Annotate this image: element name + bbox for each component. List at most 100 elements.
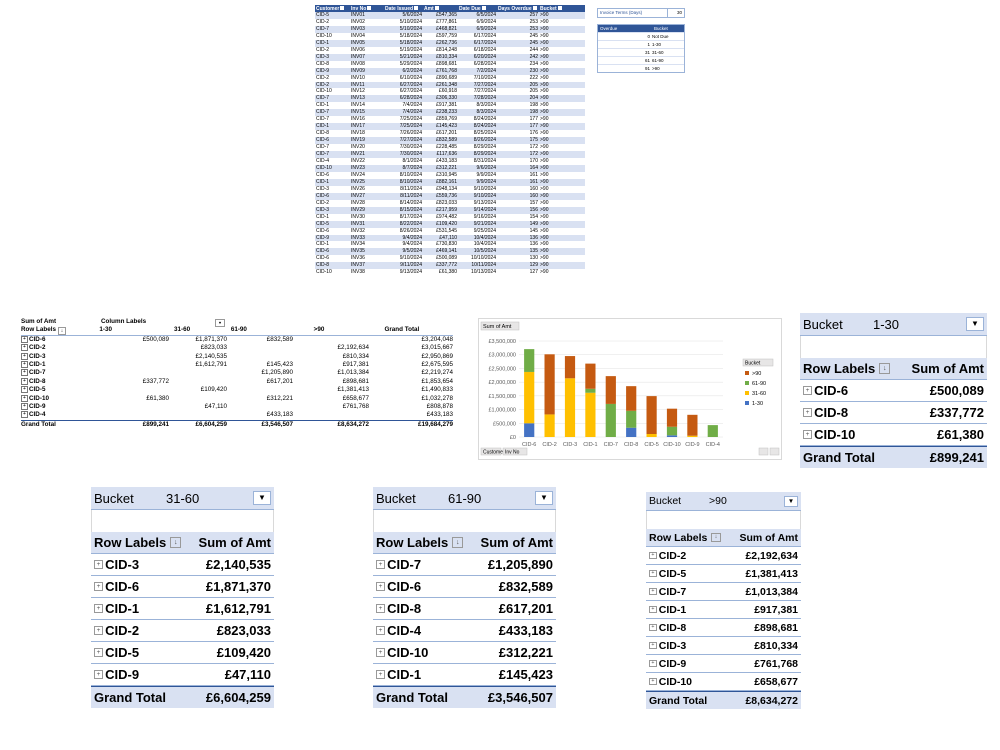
- pivot-row-label[interactable]: + CID-2: [94, 623, 217, 638]
- pivot-value-cell[interactable]: [169, 411, 227, 419]
- table-cell[interactable]: INV19: [350, 137, 384, 145]
- table-cell[interactable]: INV29: [350, 206, 384, 214]
- bar-segment->90[interactable]: [626, 386, 637, 411]
- table-cell[interactable]: CID-2: [316, 199, 330, 206]
- bar-segment-61-90[interactable]: [707, 425, 718, 437]
- column-header[interactable]: Days Overdue: [497, 5, 539, 12]
- expand-icon[interactable]: +: [649, 587, 657, 596]
- filter-funnel-icon[interactable]: ▼: [784, 495, 798, 507]
- pivot-value-cell[interactable]: £823,033: [200, 344, 227, 352]
- table-cell[interactable]: 5/19/2024: [399, 46, 422, 53]
- pivot-row-label[interactable]: + CID-1: [376, 667, 499, 682]
- pivot-value-cell[interactable]: £761,768: [342, 402, 369, 410]
- table-cell[interactable]: INV18: [351, 130, 365, 137]
- table-cell[interactable]: 176: [529, 130, 538, 137]
- table-cell[interactable]: CID-2: [316, 74, 330, 81]
- table-cell[interactable]: CID-3: [315, 53, 350, 61]
- lookup-overdue-cell[interactable]: 0: [647, 34, 650, 39]
- filter-dropdown-icon[interactable]: [434, 6, 439, 11]
- table-cell[interactable]: £890,689: [436, 74, 457, 81]
- expand-icon[interactable]: +: [21, 369, 28, 377]
- amount-value[interactable]: £1,381,413: [745, 567, 798, 580]
- bar-segment-31-60[interactable]: [646, 433, 657, 437]
- table-cell[interactable]: >90: [539, 248, 585, 256]
- bar-segment->90[interactable]: [544, 354, 555, 415]
- pivot-value-cell[interactable]: £808,878: [426, 402, 453, 410]
- table-cell[interactable]: CID-1: [316, 213, 330, 220]
- table-cell[interactable]: INV07: [350, 53, 384, 61]
- expand-icon[interactable]: +: [376, 669, 386, 680]
- filter-dropdown-icon[interactable]: [367, 6, 372, 11]
- table-cell[interactable]: CID-8: [316, 60, 330, 67]
- table-cell[interactable]: CID-7: [315, 109, 350, 117]
- pivot-value-cell[interactable]: £500,089: [142, 335, 169, 343]
- filter-dropdown-icon[interactable]: [340, 6, 345, 11]
- table-cell[interactable]: £882,161: [423, 178, 458, 186]
- pivot-value-cell[interactable]: £1,381,413: [337, 386, 369, 394]
- expand-icon[interactable]: +: [803, 407, 813, 418]
- column-header[interactable]: Inv No: [350, 5, 384, 12]
- lookup-bucket-cell[interactable]: Not Due: [652, 34, 669, 39]
- table-cell[interactable]: 130: [529, 255, 538, 262]
- amount-value[interactable]: £1,013,384: [745, 585, 798, 598]
- table-cell[interactable]: >90: [539, 220, 585, 228]
- table-cell[interactable]: 7/30/2024: [399, 144, 422, 151]
- table-cell[interactable]: INV01: [350, 12, 384, 19]
- table-cell[interactable]: INV02: [351, 18, 365, 25]
- table-cell[interactable]: 6/28/2024: [384, 95, 423, 103]
- table-cell[interactable]: 6/27/2024: [399, 88, 422, 95]
- bar-segment->90[interactable]: [687, 414, 698, 436]
- table-cell[interactable]: 154: [529, 213, 538, 220]
- pivot-value-cell[interactable]: £832,589: [266, 335, 293, 343]
- pivot-row-label[interactable]: + CID-5: [21, 386, 101, 394]
- table-cell[interactable]: 161: [497, 178, 539, 186]
- pivot-value-cell[interactable]: £2,675,595: [421, 360, 453, 368]
- table-cell[interactable]: INV13: [350, 95, 384, 103]
- table-cell[interactable]: CID-1: [316, 241, 330, 248]
- bar-segment->90[interactable]: [585, 363, 596, 389]
- amount-value[interactable]: £433,183: [498, 623, 553, 638]
- table-cell[interactable]: 8/29/2024: [458, 151, 497, 159]
- table-cell[interactable]: CID-8: [316, 130, 330, 137]
- table-cell[interactable]: >90: [540, 171, 549, 178]
- table-cell[interactable]: CID-6: [316, 227, 330, 234]
- table-cell[interactable]: 242: [497, 53, 539, 61]
- legend-field-button[interactable]: [742, 358, 774, 367]
- table-cell[interactable]: 8/1/2024: [402, 158, 422, 165]
- table-cell[interactable]: 5/29/2024: [399, 60, 422, 67]
- lookup-bucket-cell[interactable]: >90: [652, 66, 660, 71]
- column-header[interactable]: Date Due: [458, 5, 497, 12]
- table-cell[interactable]: INV24: [351, 171, 365, 178]
- table-cell[interactable]: INV16: [351, 116, 365, 123]
- table-cell[interactable]: 8/11/2024: [384, 192, 423, 200]
- table-cell[interactable]: CID-2: [316, 46, 330, 53]
- table-cell[interactable]: 9/13/2024: [473, 199, 496, 206]
- column-header[interactable]: Bucket: [539, 5, 585, 12]
- table-cell[interactable]: >90: [540, 269, 549, 276]
- pivot-value-cell[interactable]: £1,871,370: [195, 335, 227, 343]
- table-cell[interactable]: £468,821: [423, 25, 458, 33]
- pivot-value-cell[interactable]: £3,015,667: [421, 344, 453, 352]
- table-cell[interactable]: 8/22/2024: [384, 220, 423, 228]
- table-cell[interactable]: 9/10/2024: [399, 255, 422, 262]
- table-cell[interactable]: £109,420: [423, 220, 458, 228]
- table-cell[interactable]: 6/27/2024: [384, 81, 423, 89]
- table-cell[interactable]: 8/24/2024: [473, 116, 496, 123]
- expand-icon[interactable]: +: [94, 647, 104, 658]
- sort-icon[interactable]: ↓: [452, 536, 464, 549]
- bar-segment-31-60[interactable]: [585, 392, 596, 437]
- table-cell[interactable]: 6/20/2024: [458, 53, 497, 61]
- pivot-value-cell[interactable]: £109,420: [200, 386, 227, 394]
- table-cell[interactable]: INV09: [350, 67, 384, 75]
- table-cell[interactable]: £337,772: [423, 262, 458, 270]
- column-header[interactable]: Amt: [423, 5, 458, 12]
- table-cell[interactable]: >90: [540, 32, 549, 39]
- table-cell[interactable]: >90: [539, 262, 585, 270]
- expand-icon[interactable]: +: [649, 641, 657, 650]
- table-cell[interactable]: >90: [539, 25, 585, 33]
- table-cell[interactable]: 175: [497, 137, 539, 145]
- amount-value[interactable]: £109,420: [216, 645, 271, 660]
- table-cell[interactable]: >90: [539, 53, 585, 61]
- table-cell[interactable]: CID-1: [315, 123, 350, 131]
- pivot-row-label[interactable]: + CID-2: [649, 550, 745, 562]
